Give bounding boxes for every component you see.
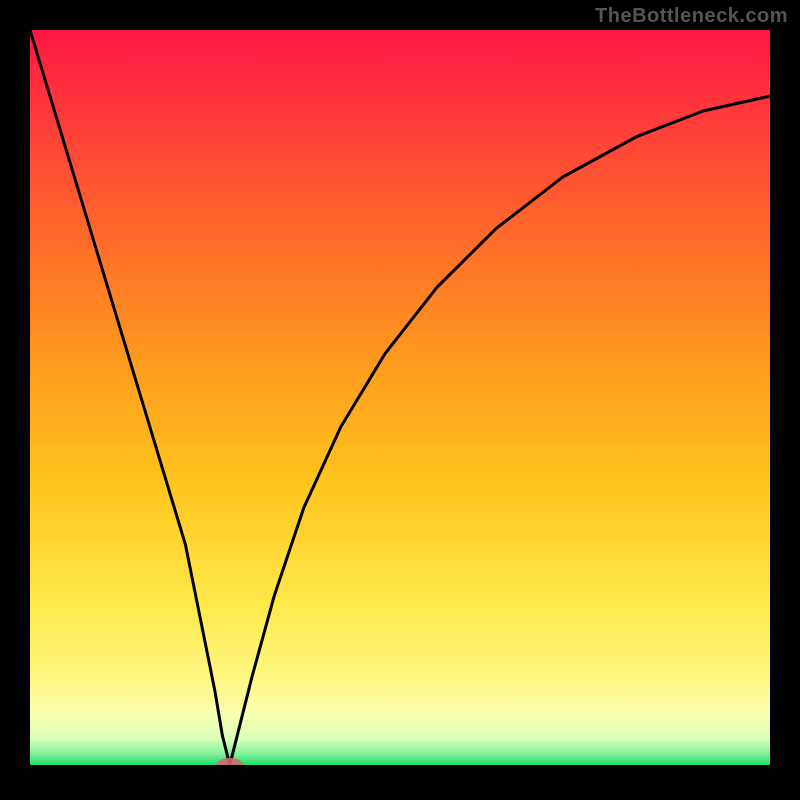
watermark-text: TheBottleneck.com	[595, 5, 788, 28]
chart-frame: TheBottleneck.com	[0, 0, 800, 800]
plot-area	[30, 30, 770, 765]
chart-svg	[30, 30, 770, 765]
